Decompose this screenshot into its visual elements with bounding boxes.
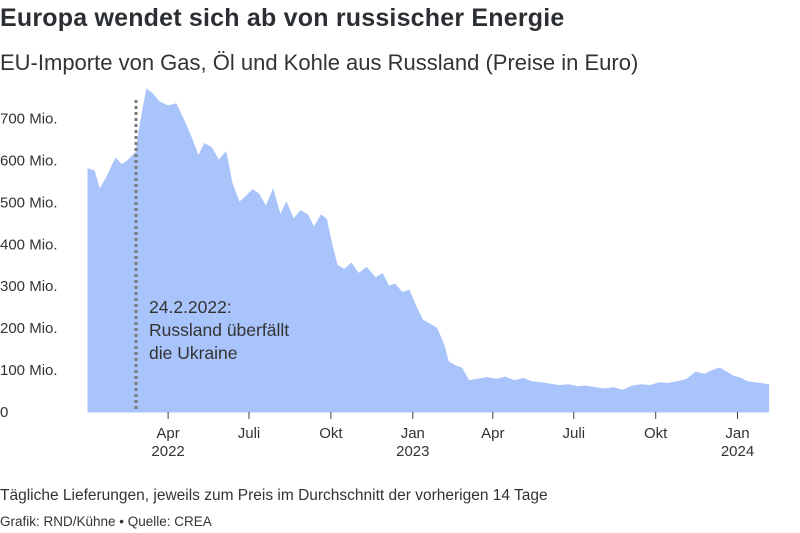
x-tick-label: Jan xyxy=(725,425,749,442)
chart-subtitle: EU-Importe von Gas, Öl und Kohle aus Rus… xyxy=(0,50,639,75)
footnote: Tägliche Lieferungen, jeweils zum Preis … xyxy=(0,487,548,504)
x-tick-label: Jan xyxy=(401,425,425,442)
x-tick-label: Juli xyxy=(238,425,261,442)
y-tick-label: 100 Mio. xyxy=(0,362,58,379)
x-tick-year-label: 2024 xyxy=(721,443,754,460)
y-tick-label: 500 Mio. xyxy=(0,194,58,211)
annotation-text-line: 24.2.2022: xyxy=(149,297,232,317)
x-tick-year-label: 2022 xyxy=(151,443,184,460)
y-axis: 0 100 Mio. 200 Mio. 300 Mio. 400 Mio. 500 Mio… xyxy=(0,111,58,422)
y-tick-label: 600 Mio. xyxy=(0,153,58,170)
y-tick-label: 700 Mio. xyxy=(0,111,58,128)
area-chart: 0 100 Mio. 200 Mio. 300 Mio. 400 Mio. 500 Mio… xyxy=(0,88,770,460)
chart-title: Europa wendet sich ab von russischer Ene… xyxy=(0,4,565,32)
y-tick-label: 200 Mio. xyxy=(0,320,58,337)
x-tick-label: Apr xyxy=(156,425,179,442)
y-tick-label: 0 xyxy=(0,404,8,421)
plot-area xyxy=(87,88,770,413)
y-tick-label: 300 Mio. xyxy=(0,278,58,295)
x-tick-label: Apr xyxy=(481,425,504,442)
import-volume-area xyxy=(87,88,770,413)
x-tick-label: Juli xyxy=(563,425,586,442)
y-tick-label: 400 Mio. xyxy=(0,236,58,253)
x-tick-year-label: 2023 xyxy=(396,443,429,460)
source-credit: Grafik: RND/Kühne • Quelle: CREA xyxy=(0,514,212,529)
invasion-annotation: 24.2.2022: Russland überfällt die Ukraine xyxy=(134,100,289,412)
x-tick-label: Okt xyxy=(644,425,668,442)
annotation-text-line: die Ukraine xyxy=(149,343,238,363)
x-tick-label: Okt xyxy=(319,425,343,442)
annotation-text-line: Russland überfällt xyxy=(149,320,289,340)
